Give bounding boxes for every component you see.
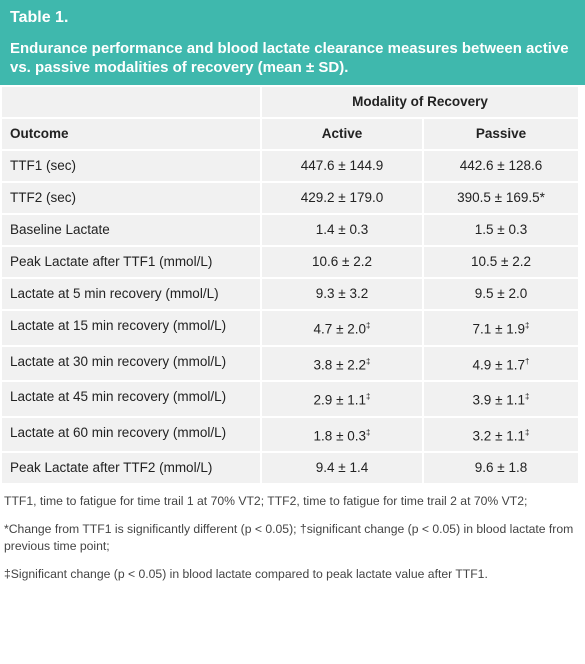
cell-text: 9.3 ± 3.2 [315, 286, 369, 301]
group-header: Modality of Recovery [260, 85, 580, 119]
cell-marker: † [525, 356, 530, 366]
cell-text: 1.8 ± 0.3 [313, 428, 366, 443]
cell-text: 9.6 ± 1.8 [474, 460, 528, 475]
cell-marker: ‡ [366, 392, 371, 401]
table-label: Table 1. [10, 9, 69, 26]
outcome-cell: Peak Lactate after TTF2 (mmol/L) [0, 451, 262, 485]
outcome-cell: Lactate at 45 min recovery (mmol/L) [0, 380, 262, 418]
cell-text: 429.2 ± 179.0 [300, 190, 384, 205]
value-cell: 10.6 ± 2.2 [260, 245, 424, 279]
value-cell: 2.9 ± 1.1‡ [260, 380, 424, 418]
outcome-cell: TTF1 (sec) [0, 149, 262, 183]
cell-text: TTF2 (sec) [10, 190, 76, 205]
cell-text: Peak Lactate after TTF1 (mmol/L) [10, 254, 213, 269]
value-cell: 442.6 ± 128.6 [422, 149, 580, 183]
value-cell: 10.5 ± 2.2 [422, 245, 580, 279]
cell-text: Lactate at 45 min recovery (mmol/L) [10, 389, 227, 404]
table-row: Lactate at 45 min recovery (mmol/L) 2.9 ±… [0, 380, 580, 418]
cell-text: 10.6 ± 2.2 [312, 254, 372, 269]
table-title: Endurance performance and blood lactate … [10, 40, 569, 76]
cell-text: TTF1 (sec) [10, 158, 76, 173]
table-row: Baseline Lactate 1.4 ± 0.3 1.5 ± 0.3 [0, 213, 580, 247]
value-cell: 1.5 ± 0.3 [422, 213, 580, 247]
outcome-cell: Peak Lactate after TTF1 (mmol/L) [0, 245, 262, 279]
value-cell: 4.9 ± 1.7† [422, 344, 580, 382]
outcome-cell: Baseline Lactate [0, 213, 262, 247]
cell-text: 9.5 ± 2.0 [474, 286, 528, 301]
cell-text: 3.9 ± 1.1 [472, 392, 525, 408]
value-cell: 9.6 ± 1.8 [422, 451, 580, 485]
column-header-row: Outcome Active Passive [0, 117, 580, 151]
data-table: Modality of Recovery Outcome Active Pass… [0, 85, 580, 485]
cell-text: Lactate at 60 min recovery (mmol/L) [10, 424, 227, 440]
table-header: Table 1. Endurance performance and blood… [0, 0, 585, 85]
cell-text: 442.6 ± 128.6 [459, 158, 543, 173]
column-header: Active [260, 117, 424, 151]
cell-text: Lactate at 30 min recovery (mmol/L) [10, 353, 227, 369]
value-cell: 9.4 ± 1.4 [260, 451, 424, 485]
cell-marker: ‡ [525, 392, 530, 401]
cell-marker: ‡ [366, 427, 371, 437]
cell-marker: ‡ [366, 321, 371, 330]
cell-text: 10.5 ± 2.2 [471, 254, 531, 269]
table-row: Lactate at 30 min recovery (mmol/L) 3.8 ±… [0, 344, 580, 382]
value-cell: 1.8 ± 0.3‡ [260, 415, 424, 453]
value-cell: 9.3 ± 3.2 [260, 277, 424, 311]
cell-text: 4.7 ± 2.0 [313, 321, 366, 337]
cell-marker: ‡ [525, 427, 530, 437]
value-cell: 3.2 ± 1.1‡ [422, 415, 580, 453]
footnote: TTF1, time to fatigue for time trail 1 a… [4, 494, 528, 508]
outcome-cell: Lactate at 30 min recovery (mmol/L) [0, 344, 262, 382]
outcome-cell: TTF2 (sec) [0, 181, 262, 215]
value-cell: 3.8 ± 2.2‡ [260, 344, 424, 382]
cell-text: 4.9 ± 1.7 [472, 357, 525, 372]
table-row: Lactate at 15 min recovery (mmol/L) 4.7 ±… [0, 309, 580, 347]
column-header: Passive [422, 117, 580, 151]
cell-text: 9.4 ± 1.4 [315, 460, 369, 475]
table-row: Lactate at 5 min recovery (mmol/L) 9.3 ± … [0, 277, 580, 311]
table-row: Peak Lactate after TTF2 (mmol/L) 9.4 ± 1.… [0, 451, 580, 485]
cell-text: 2.9 ± 1.1 [313, 392, 366, 408]
footnotes: TTF1, time to fatigue for time trail 1 a… [0, 485, 585, 583]
value-cell: 1.4 ± 0.3 [260, 213, 424, 247]
cell-text: Peak Lactate after TTF2 (mmol/L) [10, 460, 213, 475]
cell-marker: ‡ [525, 321, 530, 330]
cell-text: 7.1 ± 1.9 [472, 321, 525, 337]
table-row: TTF1 (sec) 447.6 ± 144.9 442.6 ± 128.6 [0, 149, 580, 183]
cell-text: 447.6 ± 144.9 [300, 158, 384, 173]
footnote: ‡Significant change (p < 0.05) in blood … [4, 567, 488, 581]
table-row: Lactate at 60 min recovery (mmol/L) 1.8 ±… [0, 415, 580, 453]
cell-text: 390.5 ± 169.5* [457, 190, 545, 205]
cell-text: Lactate at 15 min recovery (mmol/L) [10, 318, 227, 333]
outcome-cell: Lactate at 15 min recovery (mmol/L) [0, 309, 262, 347]
cell-text: 1.5 ± 0.3 [474, 222, 528, 237]
value-cell: 3.9 ± 1.1‡ [422, 380, 580, 418]
cell-marker: ‡ [366, 356, 371, 366]
value-cell: 4.7 ± 2.0‡ [260, 309, 424, 347]
group-header-row: Modality of Recovery [0, 85, 580, 119]
value-cell: 390.5 ± 169.5* [422, 181, 580, 215]
table-body: Modality of Recovery Outcome Active Pass… [0, 85, 580, 485]
cell-text: 3.8 ± 2.2 [313, 357, 366, 372]
empty-cell [0, 85, 262, 119]
table-row: TTF2 (sec) 429.2 ± 179.0 390.5 ± 169.5* [0, 181, 580, 215]
value-cell: 7.1 ± 1.9‡ [422, 309, 580, 347]
footnote: *Change from TTF1 is significantly diffe… [4, 522, 574, 553]
table-row: Peak Lactate after TTF1 (mmol/L) 10.6 ± 2… [0, 245, 580, 279]
value-cell: 9.5 ± 2.0 [422, 277, 580, 311]
cell-text: Baseline Lactate [10, 222, 110, 237]
cell-text: 1.4 ± 0.3 [315, 222, 369, 237]
cell-text: Lactate at 5 min recovery (mmol/L) [10, 286, 219, 301]
outcome-cell: Lactate at 60 min recovery (mmol/L) [0, 415, 262, 453]
outcome-cell: Lactate at 5 min recovery (mmol/L) [0, 277, 262, 311]
value-cell: 447.6 ± 144.9 [260, 149, 424, 183]
column-header: Outcome [0, 117, 262, 151]
value-cell: 429.2 ± 179.0 [260, 181, 424, 215]
cell-text: 3.2 ± 1.1 [472, 428, 525, 443]
